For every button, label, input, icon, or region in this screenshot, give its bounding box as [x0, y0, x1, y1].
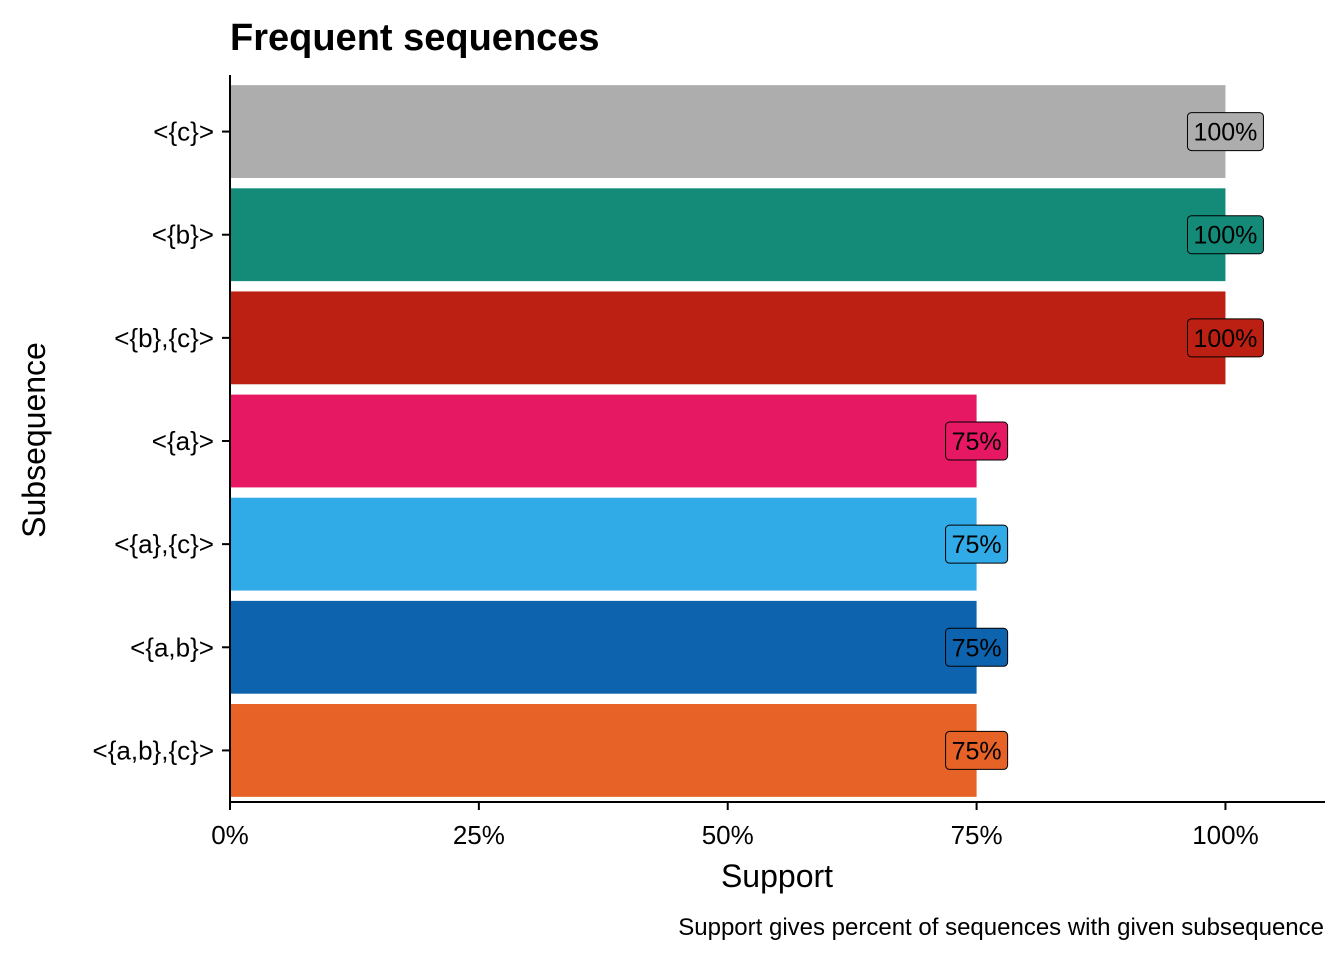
data-label-box [945, 421, 1009, 461]
data-label: 100% [1193, 222, 1257, 250]
data-label-box [945, 627, 1009, 667]
bar [230, 394, 977, 488]
bar [230, 497, 977, 591]
y-tick-label: <{a},{c}> [114, 529, 214, 559]
data-label: 75% [952, 634, 1002, 662]
x-tick-label: 25% [453, 820, 505, 850]
y-axis-title: Subsequence [16, 342, 52, 538]
y-tick-label: <{b},{c}> [114, 323, 214, 353]
data-label: 75% [952, 428, 1002, 456]
y-tick-label: <{a,b}> [130, 632, 214, 662]
x-tick-label: 75% [951, 820, 1003, 850]
bar [230, 291, 1226, 385]
data-label: 100% [1193, 325, 1257, 353]
data-label-box [1186, 215, 1264, 255]
y-tick-label: <{c}> [153, 117, 214, 147]
chart-title: Frequent sequences [230, 17, 600, 59]
data-label-box [1186, 318, 1264, 358]
bar [230, 85, 1226, 178]
x-tick-label: 0% [211, 820, 249, 850]
chart-caption: Support gives percent of sequences with … [678, 914, 1324, 941]
data-label: 75% [952, 531, 1002, 559]
y-tick-label: <{a}> [152, 426, 214, 456]
data-label-box [1186, 112, 1264, 152]
data-labels-layer: 100% 100% 100% 75% 75% 75% 75% [945, 112, 1264, 770]
x-tick-label: 50% [702, 820, 754, 850]
y-tick-label: <{a,b},{c}> [93, 735, 214, 765]
y-tick-label: <{b}> [152, 220, 214, 250]
data-label-box [945, 730, 1009, 770]
bar [230, 704, 977, 797]
x-axis-title: Support [721, 858, 833, 894]
bars-layer [230, 85, 1226, 797]
bar [230, 600, 977, 694]
x-tick-label: 100% [1192, 820, 1259, 850]
bar [230, 188, 1226, 282]
data-label: 100% [1193, 119, 1257, 147]
data-label-box [945, 524, 1009, 564]
axes-layer: <{c}> <{b}> <{b},{c}> <{a}> <{a},{c}> <{a,b}>… [93, 75, 1325, 850]
data-label: 75% [952, 737, 1002, 765]
